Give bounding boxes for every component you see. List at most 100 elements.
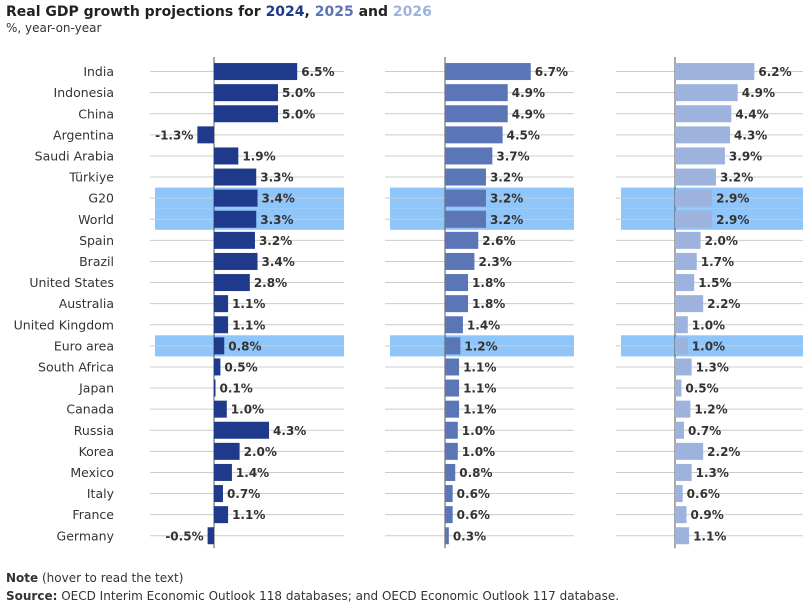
data-label-2024: 3.4% [262,192,295,206]
data-label-2025: 4.9% [512,86,545,100]
data-label-2026: 1.0% [692,339,725,353]
bar-2025 [445,295,469,313]
data-label-2024: 5.0% [282,86,315,100]
bar-2026 [675,126,731,144]
category-label: Italy [87,486,115,501]
data-label-2024: -1.3% [155,128,193,142]
bar-2026 [675,400,691,418]
data-label-2025: 0.6% [457,487,490,501]
bar-2024 [214,400,227,418]
bar-2026 [675,442,704,460]
bar-2026 [675,105,732,123]
bar-2024 [214,189,258,207]
category-label: United Kingdom [14,317,114,332]
data-label-2026: 1.3% [696,360,729,374]
data-label-2024: 5.0% [282,107,315,121]
data-label-2025: 2.3% [478,255,511,269]
bar-2025 [445,231,479,249]
data-label-2025: 1.8% [472,297,505,311]
category-label: Saudi Arabia [35,148,114,163]
data-label-2026: 0.7% [688,424,721,438]
data-label-2024: 1.1% [232,318,265,332]
category-label: G20 [88,191,114,206]
data-label-2026: 2.9% [716,192,749,206]
data-label-2024: 0.7% [227,487,260,501]
bar-2025 [445,337,461,355]
bar-2025 [445,210,486,228]
gdp-bar-chart: India Indonesia China Argentina Saudi Arabia… [14,57,803,549]
chart-title: Real GDP growth projections for 2024, 20… [6,4,432,20]
data-label-2025: 3.2% [490,192,523,206]
bar-2024 [214,252,258,270]
bar-2026 [675,358,692,376]
data-label-2024: 0.5% [224,360,257,374]
bar-2024 [214,421,270,439]
data-label-2026: 0.6% [687,487,720,501]
bar-2024 [214,506,229,524]
bar-2025 [445,421,458,439]
bar-2026 [675,231,701,249]
note-line[interactable]: Note (hover to read the text) [6,571,183,585]
bar-2025 [445,84,508,102]
category-label: Canada [66,402,114,417]
data-label-2026: 6.2% [758,65,791,79]
bar-2024 [214,463,232,481]
bar-2024 [197,126,214,144]
data-label-2024: 1.1% [232,508,265,522]
note-label: Note [6,571,39,585]
category-label: Japan [78,381,114,396]
data-label-2025: 1.1% [463,382,496,396]
bar-2025 [445,189,486,207]
data-label-2025: 3.7% [496,149,529,163]
bar-2026 [675,485,683,503]
bar-2026 [675,379,682,397]
data-label-2025: 0.8% [459,466,492,480]
bar-2025 [445,316,463,334]
data-label-2026: 1.7% [701,255,734,269]
title-sep-1: , [304,4,315,20]
data-label-2026: 1.0% [692,318,725,332]
bar-2024 [214,485,223,503]
data-label-2026: 1.1% [693,529,726,543]
bar-2024 [214,379,216,397]
data-label-2024: 2.8% [254,276,287,290]
bar-2026 [675,421,684,439]
data-label-2024: 4.3% [273,424,306,438]
data-label-2025: 0.6% [457,508,490,522]
data-label-2024: 3.3% [260,213,293,227]
bar-2026 [675,527,690,545]
bar-2024 [214,231,255,249]
bar-2025 [445,463,456,481]
source-label: Source: [6,589,58,603]
data-label-2025: 4.5% [507,128,540,142]
data-label-2025: 1.0% [462,445,495,459]
category-label: Spain [79,233,114,248]
data-label-2026: 4.4% [735,107,768,121]
bar-2025 [445,400,460,418]
title-year-2026: 2026 [392,4,432,20]
data-label-2024: 0.1% [220,382,253,396]
data-label-2024: 1.0% [231,403,264,417]
data-label-2026: 4.9% [742,86,775,100]
data-label-2025: 3.2% [490,213,523,227]
data-label-2024: 2.0% [244,445,277,459]
data-label-2026: 3.9% [729,149,762,163]
category-label: United States [29,275,114,290]
title-year-2024: 2024 [265,4,305,20]
bar-2025 [445,252,475,270]
data-label-2025: 0.3% [453,529,486,543]
bar-2026 [675,274,695,292]
bar-2026 [675,189,713,207]
data-label-2024: 1.4% [236,466,269,480]
data-label-2026: 2.0% [705,234,738,248]
data-label-2025: 1.1% [463,360,496,374]
data-label-2024: 3.3% [260,171,293,185]
data-label-2025: 1.4% [467,318,500,332]
bar-2026 [675,316,688,334]
category-label: Brazil [79,254,114,269]
bar-2024 [214,316,229,334]
data-label-2025: 1.2% [464,339,497,353]
data-label-2026: 1.5% [698,276,731,290]
category-label: France [72,507,114,522]
data-label-2025: 4.9% [512,107,545,121]
